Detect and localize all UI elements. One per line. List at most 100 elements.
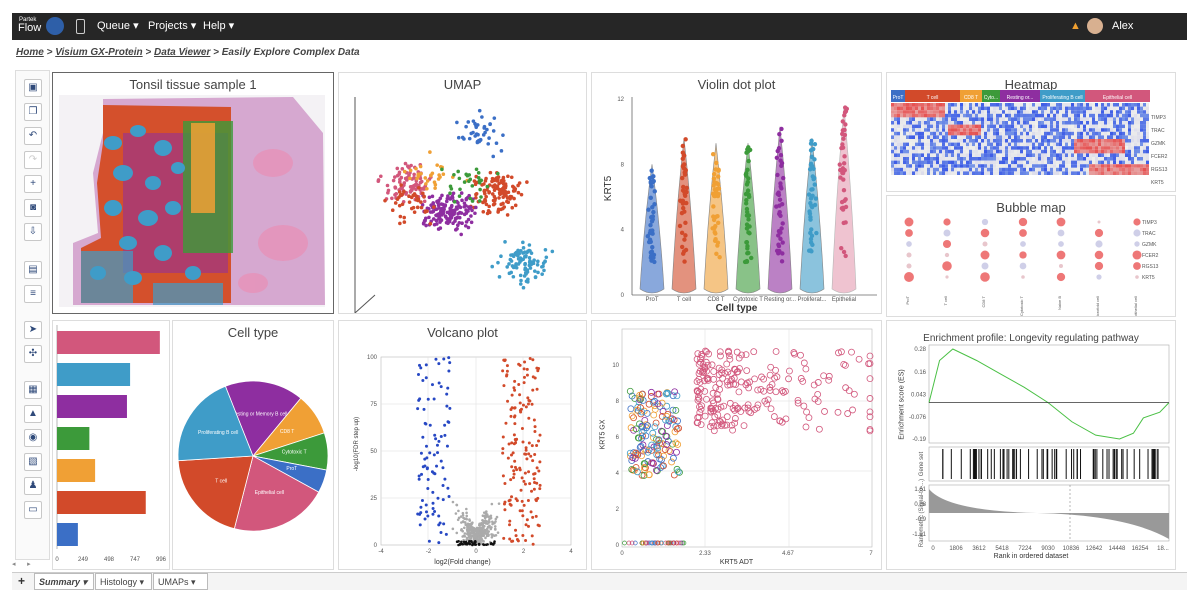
tab-summary[interactable]: Summary ▾ [34,573,94,590]
redo-icon[interactable]: ↷ [24,151,42,169]
breadcrumb-viewer[interactable]: Data Viewer [154,47,211,58]
bar[interactable] [57,395,127,418]
umap-point [397,172,401,176]
database-icon[interactable]: ≡ [24,285,42,303]
umap-point [395,166,400,171]
breadcrumb: Home > Visium GX-Protein > Data Viewer >… [16,47,360,58]
volcano-xtick: -2 [426,549,432,555]
umap-point [485,188,489,192]
umap-point [400,202,405,207]
umap-point [509,195,514,199]
umap-point [510,184,515,189]
camera-icon[interactable]: ◙ [24,199,42,217]
menu-help[interactable]: Help ▾ [203,20,235,32]
enrichment-panel[interactable]: Enrichment profile: Longevity regulating… [886,320,1176,570]
phone-icon[interactable] [76,19,85,34]
pointer-icon[interactable]: ➤ [24,321,42,339]
violin-point [716,220,721,225]
violin-point [711,176,717,181]
scatter-ytick: 4 [616,471,620,477]
grid-icon[interactable]: ▦ [24,381,42,399]
umap-point [509,253,513,257]
enrichment-plot[interactable]: 0.28 0.16 0.043 -0.076 -0.19 0 1806 3612 5418 722… [887,321,1176,553]
pie-panel[interactable]: Cell type Resting or Memory B cell CD8 T C… [172,320,334,570]
umap-point [402,183,406,187]
heatmap-panel[interactable]: Heatmap ProT T cell CD8 T Cyto... Resting or… [886,72,1176,192]
umap-point [485,184,490,189]
pie-slice[interactable] [177,385,254,462]
breadcrumb-project[interactable]: Visium GX-Protein [55,47,143,58]
violin-point [745,167,750,173]
bar[interactable] [57,427,90,450]
scatter-plot[interactable]: 0 2.33 4.67 7 0 2 4 6 8 10 [592,321,882,559]
avatar[interactable] [1087,18,1103,34]
document-icon[interactable]: ▤ [24,261,42,279]
bar[interactable] [57,331,160,354]
pie-slice[interactable] [233,455,320,532]
scrollbar[interactable]: ◂ ▸ [12,561,31,568]
bubble-cat: CD8 T [981,295,986,307]
umap-point [416,173,420,177]
heatmap-plot[interactable]: ProT T cell CD8 T Cyto... Resting or... Proli… [887,73,1176,192]
violin-point [779,138,784,143]
bubble-panel[interactable]: Bubble map TIMP3 TRAC GZMK FCER2 RGS13 KRT5 Pr… [886,195,1176,317]
lasso-icon[interactable]: ✣ [24,345,42,363]
umap-point [390,208,395,213]
volcano-panel[interactable]: Volcano plot -log10(FDR step up) log2(Fo… [338,320,587,570]
bar[interactable] [57,363,131,386]
violin-panel[interactable]: Violin dot plot KRT5 Cell type 0 4 8 12 ProT… [591,72,882,314]
umap-point [457,194,462,198]
umap-panel[interactable]: UMAP [338,72,587,314]
breadcrumb-home[interactable]: Home [16,47,44,58]
bar[interactable] [57,523,78,546]
pie-slice[interactable] [224,380,302,457]
pie-slice[interactable] [177,455,254,530]
user-menu[interactable]: Alex Rutkovsky ▾ [1112,20,1172,59]
tab-umaps[interactable]: UMAPs ▾ [153,573,208,590]
new-plot-icon[interactable]: + [24,175,42,193]
umap-point [379,174,383,179]
umap-point [524,253,528,258]
scatter-panel[interactable]: KRT5 GX KRT5 ADT 0 2.33 4.67 7 0 2 4 6 8 10 [591,320,882,570]
enrichment-ytick: 0.16 [914,370,926,376]
umap-point [499,202,503,207]
menu-queue[interactable]: Queue ▾ [97,20,139,32]
tab-histology[interactable]: Histology ▾ [95,573,152,590]
violin-plot[interactable]: 0 4 8 12 ProT T cell CD8 T Cytotoxic T Resting o… [592,73,882,303]
export-icon[interactable]: ⇩ [24,223,42,241]
umap-point [399,175,404,180]
users-icon[interactable]: ♟ [24,477,42,495]
umap-point [464,124,468,129]
pie-chart[interactable]: Resting or Memory B cell CD8 T Cytotoxic T… [173,321,334,570]
bubble [982,241,988,247]
undo-icon[interactable]: ↶ [24,127,42,145]
copy-icon[interactable]: ❐ [24,103,42,121]
layout-icon[interactable]: ▧ [24,453,42,471]
enrichment-xlabel: Rank in ordered dataset [993,553,1069,560]
bubble-plot[interactable]: TIMP3 TRAC GZMK FCER2 RGS13 KRT5 ProT T cell CD8… [887,196,1176,317]
violin-point [681,251,686,256]
menu-projects[interactable]: Projects ▾ [148,20,197,32]
bubble [943,218,951,226]
add-tab-icon[interactable]: + [18,574,26,588]
bar[interactable] [57,459,96,482]
umap-point [414,182,419,186]
umap-point [407,194,411,199]
umap-point [477,108,482,113]
volcano-plot[interactable]: -4 -2 0 2 4 0 25 50 75 100 [339,321,587,559]
logo-text[interactable]: Flow [18,22,42,34]
bar[interactable] [57,491,146,514]
save-icon[interactable]: ▣ [24,79,42,97]
chart-icon[interactable]: ▲ [24,405,42,423]
bar-chart[interactable]: 0 249 498 747 996 [53,321,170,570]
umap-plot[interactable] [339,73,587,314]
card-icon[interactable]: ▭ [24,501,42,519]
bubble [1058,263,1064,269]
bell-icon[interactable]: ▲ [1070,20,1081,32]
bar-panel[interactable]: 0 249 498 747 996 [52,320,170,570]
tissue-panel[interactable]: Tonsil tissue sample 1 [52,72,334,314]
eye-icon[interactable]: ◉ [24,429,42,447]
tissue-image[interactable] [53,73,334,314]
bubble [1094,228,1104,238]
volcano-xtick: -4 [378,549,384,555]
